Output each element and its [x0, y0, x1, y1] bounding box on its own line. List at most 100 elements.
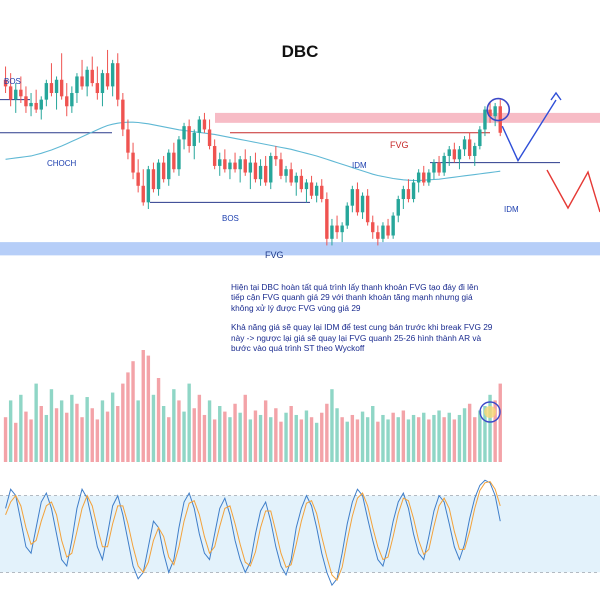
bos-label-left: BOS	[4, 77, 21, 86]
volume-bar	[172, 389, 176, 462]
volume-bar	[335, 408, 339, 462]
candle-body	[207, 129, 212, 147]
volume-bar	[202, 414, 207, 462]
volume-highlight-marker	[484, 406, 497, 418]
volume-bar	[85, 397, 89, 462]
chart-title: DBC	[281, 42, 319, 61]
volume-bar	[294, 414, 298, 462]
volume-bar	[422, 412, 426, 462]
candle-body	[8, 86, 13, 100]
volume-bar	[177, 400, 181, 462]
candle-body	[299, 175, 304, 190]
candle-body	[44, 83, 49, 100]
volume-bar	[100, 400, 105, 462]
volume-bar	[396, 417, 400, 462]
candle-body	[294, 175, 298, 183]
volume-bar	[289, 406, 293, 462]
volume-bar	[126, 372, 130, 462]
candle-body	[320, 185, 324, 200]
volume-bar	[49, 389, 54, 462]
candle-body	[498, 106, 502, 133]
candle-body	[126, 129, 130, 153]
candle-body	[121, 99, 125, 130]
candle-body	[263, 165, 268, 183]
volume-bar	[131, 361, 135, 462]
candle-body	[29, 102, 33, 107]
volume-bar	[437, 410, 441, 462]
volume-highlight-circle	[479, 401, 501, 423]
candle-body	[167, 152, 171, 180]
volume-bar	[493, 400, 497, 462]
volume-bar	[182, 411, 186, 462]
candle-body	[355, 189, 360, 213]
volume-bar	[304, 410, 309, 462]
bos-label-mid: BOS	[222, 214, 239, 223]
candle-body	[274, 155, 278, 160]
volume-bar	[121, 383, 125, 462]
volume-bar	[386, 419, 390, 462]
candle-body	[100, 73, 105, 94]
candle-body	[340, 225, 344, 233]
candle-body	[24, 96, 28, 107]
candle-body	[325, 199, 329, 239]
fvg-label-bottom: FVG	[265, 250, 284, 260]
volume-bar	[467, 403, 472, 462]
candle-body	[401, 189, 406, 200]
volume-bar	[207, 400, 212, 462]
volume-bar	[269, 417, 273, 462]
volume-bar	[345, 421, 349, 462]
volume-bar	[401, 410, 406, 462]
candle-body	[478, 129, 482, 147]
volume-layer	[3, 350, 502, 462]
stochastic-layer	[0, 479, 600, 587]
candle-body	[151, 169, 156, 190]
candle-body	[59, 79, 64, 97]
volume-bar	[330, 389, 334, 462]
volume-bar	[340, 417, 344, 462]
ma-layer	[5, 121, 501, 182]
volume-bar	[187, 383, 191, 462]
candle-body	[146, 169, 151, 203]
volume-bar	[197, 394, 202, 462]
volume-bar	[116, 406, 120, 462]
candle-body	[269, 155, 273, 183]
candle-body	[365, 195, 370, 223]
volume-bar	[253, 410, 258, 462]
volume-bar	[95, 419, 100, 462]
label-layer: BOS CHOCH BOS IDM IDM FVG FVG	[4, 77, 519, 260]
candle-body	[406, 189, 411, 200]
volume-bar	[299, 419, 304, 462]
volume-bar	[65, 412, 69, 462]
volume-bar	[411, 414, 416, 462]
volume-bar	[248, 419, 253, 462]
fvg-zone	[0, 242, 600, 256]
level-layer	[0, 99, 560, 203]
candle-body	[473, 146, 477, 156]
candle-body	[80, 76, 84, 87]
volume-bar	[442, 417, 446, 462]
candle-body	[457, 149, 462, 160]
candle-body	[187, 126, 191, 147]
candle-body	[284, 169, 288, 176]
volume-bar	[320, 412, 324, 462]
candle-body	[202, 119, 207, 130]
candle-body	[376, 232, 380, 239]
candle-body	[416, 172, 421, 183]
stochastic-d-line	[5, 480, 501, 581]
volume-bar	[156, 378, 161, 462]
fvg-label-top: FVG	[390, 140, 409, 150]
volume-bar	[228, 417, 232, 462]
volume-bar	[141, 350, 145, 462]
candle-body	[360, 195, 365, 213]
candle-body	[3, 79, 8, 87]
volume-bar	[371, 406, 375, 462]
candle-body	[90, 69, 94, 84]
volume-bar	[59, 400, 64, 462]
candle-body	[411, 182, 416, 200]
candle-body	[447, 149, 451, 156]
candle-body	[442, 155, 446, 173]
volume-bar	[3, 417, 8, 462]
candle-body	[483, 109, 487, 130]
